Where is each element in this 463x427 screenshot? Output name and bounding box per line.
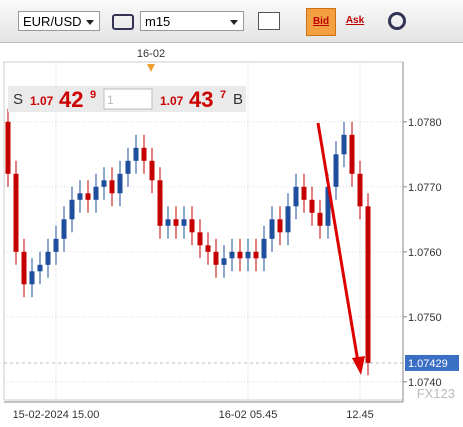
day-marker: 16-02 (137, 48, 165, 60)
day-marker-icon (147, 64, 155, 72)
sell-big: 1.07 (30, 94, 54, 108)
arrow-annotation (316, 122, 365, 375)
sell-label: S (13, 91, 23, 108)
candle-body (13, 173, 19, 252)
candle-body (181, 219, 187, 226)
candle-body (349, 134, 355, 174)
candle-body (189, 219, 195, 233)
candle-body (37, 264, 43, 272)
candle-body (237, 251, 243, 259)
candle-body (69, 199, 75, 220)
buy-big: 1.07 (160, 94, 184, 108)
candle-body (157, 180, 163, 226)
candle-body (61, 219, 67, 239)
y-tick-label: 1.0780 (408, 117, 442, 129)
candle-body (213, 251, 219, 265)
y-tick-label: 1.0770 (408, 182, 442, 194)
quote-panel: S 1.07 42 9 1 1.07 43 7 B (8, 86, 246, 112)
candle-body (341, 134, 347, 155)
x-tick-label: 16-02 05.45 (219, 409, 278, 421)
candle-body (221, 258, 227, 265)
candle-body (325, 186, 331, 226)
candle-body (125, 160, 131, 174)
x-tick-label: 12.45 (346, 409, 374, 421)
amount[interactable]: 1 (107, 93, 114, 107)
buy-pips: 43 (189, 87, 213, 112)
candle-body (365, 206, 371, 363)
toolbar: EUR/USD m15 Bid Ask (0, 0, 463, 43)
arrow-head (352, 356, 365, 375)
x-tick-label: 15-02-2024 15.00 (13, 409, 100, 421)
candle-body (85, 193, 91, 200)
candle-body (109, 180, 115, 194)
candle-body (261, 238, 267, 259)
candle-body (53, 238, 59, 252)
candle-body (301, 186, 307, 200)
candle-body (165, 219, 171, 226)
candle-body (357, 173, 363, 207)
candle-body (93, 186, 99, 200)
zoom-icon[interactable] (388, 12, 406, 30)
candle-body (285, 206, 291, 233)
candle-body (309, 199, 315, 213)
link-icon[interactable] (112, 14, 134, 30)
candle-body (133, 147, 139, 161)
y-tick-label: 1.0750 (408, 312, 442, 324)
candle-body (245, 251, 251, 259)
candle-body (141, 147, 147, 161)
candle-body (173, 219, 179, 226)
sell-pips: 42 (59, 87, 83, 112)
symbol-select[interactable]: EUR/USD (18, 11, 100, 31)
candle-body (45, 251, 51, 265)
buy-frac: 7 (220, 89, 226, 101)
current-price-label: 1.07429 (408, 358, 448, 370)
candle-body (117, 173, 123, 194)
buy-label: B (233, 91, 243, 108)
arrow-shaft (316, 122, 360, 363)
candle-body (101, 180, 107, 187)
candle-body (205, 245, 211, 252)
candle-body (197, 232, 203, 246)
amount-box[interactable] (103, 88, 153, 110)
candle-body (21, 251, 27, 285)
candle-body (5, 121, 11, 174)
watermark: FX123 (417, 386, 455, 401)
candle-body (29, 271, 35, 285)
ask-button[interactable]: Ask (345, 15, 365, 26)
candle-body (293, 186, 299, 207)
chart-type-icon[interactable] (258, 12, 280, 30)
candle-body (149, 160, 155, 181)
candle-body (333, 154, 339, 187)
sell-frac: 9 (90, 89, 96, 101)
candle-body (253, 251, 259, 259)
candle-body (277, 219, 283, 233)
candle-body (229, 251, 235, 259)
y-tick-label: 1.0760 (408, 247, 442, 259)
candle-body (269, 219, 275, 239)
bid-button[interactable]: Bid (306, 8, 336, 36)
current-price-tag (405, 354, 459, 371)
candle-body (77, 193, 83, 200)
candle-body (317, 212, 323, 226)
y-tick-label: 1.0740 (408, 377, 442, 389)
timeframe-select[interactable]: m15 (140, 11, 244, 31)
